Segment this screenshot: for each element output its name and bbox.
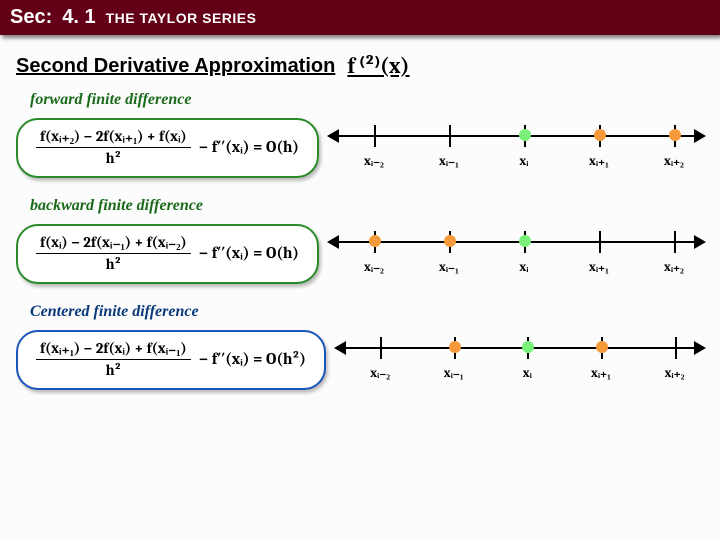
axis-label: xᵢ [519, 259, 528, 275]
fraction: f(xᵢ) − 2f(xᵢ₋₁) + f(xᵢ₋₂)h² [36, 234, 191, 272]
axis-label: xᵢ₊₁ [589, 259, 609, 275]
sec-number: 4. 1 [62, 6, 95, 29]
formula-bubble: f(xᵢ₊₁) − 2f(xᵢ) + f(xᵢ₋₁)h² − f′′(xᵢ) = … [16, 330, 326, 390]
axis-label: xᵢ₊₂ [664, 153, 684, 169]
highlight-dot [522, 341, 534, 353]
method-label: Centered finite difference [30, 303, 720, 321]
axis-label: xᵢ₋₁ [444, 365, 464, 381]
arrow-left-icon [327, 235, 339, 249]
axis-line [336, 347, 704, 349]
method-row: f(xᵢ₊₂) − 2f(xᵢ₊₁) + f(xᵢ)h² − f′′(xᵢ) = … [16, 113, 704, 183]
axis-line [329, 135, 704, 137]
numerator: f(xᵢ) − 2f(xᵢ₋₁) + f(xᵢ₋₂) [36, 234, 191, 254]
header-title: THE TAYLOR SERIES [106, 10, 257, 26]
highlight-dot [444, 235, 456, 247]
fraction: f(xᵢ₊₂) − 2f(xᵢ₊₁) + f(xᵢ)h² [36, 128, 191, 166]
blocks-container: forward finite difference f(xᵢ₊₂) − 2f(xᵢ… [0, 91, 720, 395]
method-block: forward finite difference f(xᵢ₊₂) − 2f(xᵢ… [0, 91, 720, 183]
axis-tick [380, 337, 382, 359]
denominator: h² [106, 254, 122, 273]
axis-label: xᵢ₋₁ [439, 259, 459, 275]
method-label: backward finite difference [30, 197, 720, 215]
axis-label: xᵢ₋₂ [364, 153, 384, 169]
numerator: f(xᵢ₊₂) − 2f(xᵢ₊₁) + f(xᵢ) [36, 128, 191, 148]
number-line: xᵢ₋₂ xᵢ₋₁ xᵢ xᵢ₊₁ xᵢ₊₂ [336, 325, 704, 395]
numerator: f(xᵢ₊₁) − 2f(xᵢ) + f(xᵢ₋₁) [36, 340, 191, 360]
sec-label: Sec: [10, 6, 52, 29]
axis-label: xᵢ₋₂ [370, 365, 390, 381]
number-line: xᵢ₋₂ xᵢ₋₁ xᵢ xᵢ₊₁ xᵢ₊₂ [329, 113, 704, 183]
arrow-left-icon [334, 341, 346, 355]
highlight-dot [519, 129, 531, 141]
axis-tick [449, 125, 451, 147]
formula-tail: − f′′(xᵢ) = O(h) [199, 138, 299, 157]
method-row: f(xᵢ) − 2f(xᵢ₋₁) + f(xᵢ₋₂)h² − f′′(xᵢ) = … [16, 219, 704, 289]
formula-bubble: f(xᵢ₊₂) − 2f(xᵢ₊₁) + f(xᵢ)h² − f′′(xᵢ) = … [16, 118, 319, 178]
subtitle-text: Second Derivative Approximation [16, 55, 335, 78]
arrow-left-icon [327, 129, 339, 143]
highlight-dot [594, 129, 606, 141]
axis-label: xᵢ₋₂ [364, 259, 384, 275]
arrow-right-icon [694, 129, 706, 143]
axis-tick [374, 125, 376, 147]
formula-tail: − f′′(xᵢ) = O(h) [199, 244, 299, 263]
axis-tick [675, 337, 677, 359]
denominator: h² [106, 360, 122, 379]
axis-line [329, 241, 704, 243]
formula-tail: − f′′(xᵢ) = O(h²) [199, 350, 306, 369]
axis-label: xᵢ [519, 153, 528, 169]
axis-tick [674, 231, 676, 253]
axis-label: xᵢ₋₁ [439, 153, 459, 169]
arrow-right-icon [694, 235, 706, 249]
axis-label: xᵢ₊₂ [664, 259, 684, 275]
arrow-right-icon [694, 341, 706, 355]
denominator: h² [106, 148, 122, 167]
axis-label: xᵢ₊₂ [665, 365, 685, 381]
axis-label: xᵢ₊₁ [589, 153, 609, 169]
highlight-dot [519, 235, 531, 247]
axis-label: xᵢ [523, 365, 532, 381]
highlight-dot [369, 235, 381, 247]
highlight-dot [669, 129, 681, 141]
method-row: f(xᵢ₊₁) − 2f(xᵢ) + f(xᵢ₋₁)h² − f′′(xᵢ) = … [16, 325, 704, 395]
f2x-symbol: f ⁽²⁾(x) [347, 53, 409, 79]
number-line: xᵢ₋₂ xᵢ₋₁ xᵢ xᵢ₊₁ xᵢ₊₂ [329, 219, 704, 289]
highlight-dot [449, 341, 461, 353]
axis-label: xᵢ₊₁ [591, 365, 611, 381]
header: Sec: 4. 1 THE TAYLOR SERIES [0, 0, 720, 35]
axis-tick [599, 231, 601, 253]
formula-bubble: f(xᵢ) − 2f(xᵢ₋₁) + f(xᵢ₋₂)h² − f′′(xᵢ) = … [16, 224, 319, 284]
page-subtitle: Second Derivative Approximation f ⁽²⁾(x) [16, 53, 704, 79]
method-label: forward finite difference [30, 91, 720, 109]
fraction: f(xᵢ₊₁) − 2f(xᵢ) + f(xᵢ₋₁)h² [36, 340, 191, 378]
method-block: backward finite difference f(xᵢ) − 2f(xᵢ₋… [0, 197, 720, 289]
method-block: Centered finite difference f(xᵢ₊₁) − 2f(x… [0, 303, 720, 395]
highlight-dot [596, 341, 608, 353]
